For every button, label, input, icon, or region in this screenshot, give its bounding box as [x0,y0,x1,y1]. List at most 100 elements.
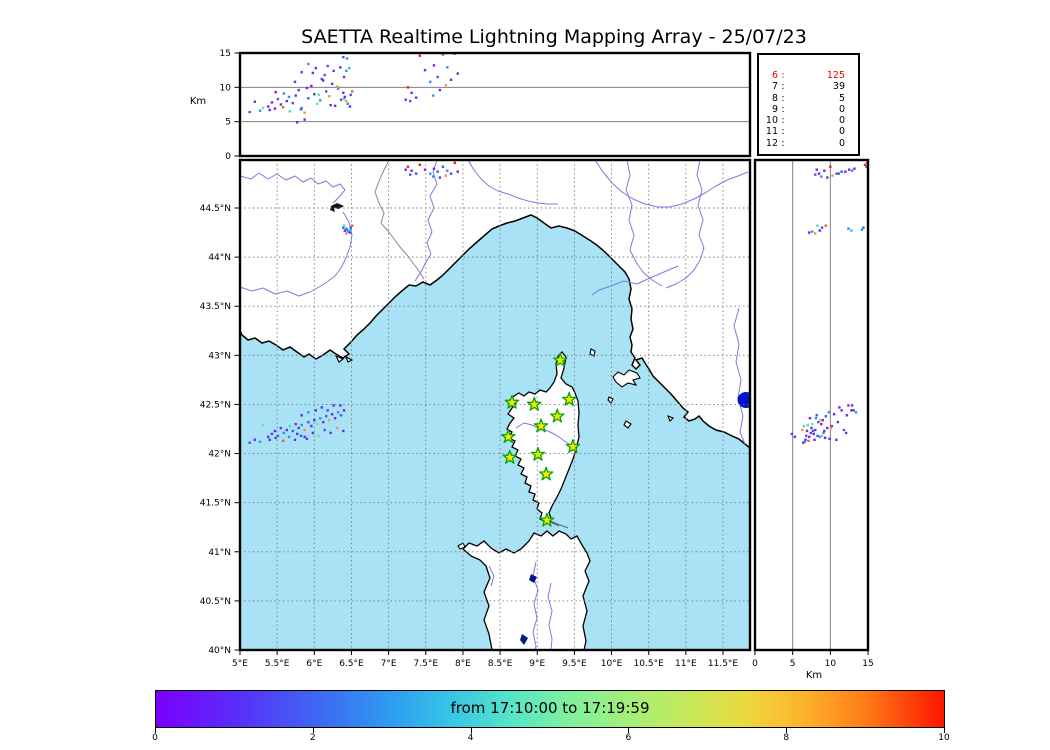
island-hyeres-1 [334,354,345,363]
lightning-point [829,426,833,430]
lightning-point [313,418,316,422]
map-lon-tick: 10°E [601,659,623,669]
lightning-point [258,109,262,112]
lightning-point [803,440,806,443]
altitude-bin: 10 [765,115,778,127]
lightning-point [346,230,349,233]
lightning-point [299,434,303,438]
map-lon-tick: 6°E [306,659,322,669]
map-lat-tick: 41.5°N [200,499,231,509]
map-lon-tick: 8°E [455,659,471,669]
lightning-point [836,420,840,424]
map-lon-tick: 9°E [529,659,545,669]
lightning-point [790,432,794,436]
lightning-point [814,173,817,176]
colorbar-tick-label: 10 [938,733,950,743]
map-lon-tick: 11.5°E [708,659,739,669]
island-giglio [623,420,632,429]
lightning-point [310,84,313,88]
lightning-point [850,169,854,172]
alt-lon-ytick: 15 [220,49,231,59]
lightning-point [805,434,808,438]
lightning-point [276,434,280,438]
map-lon-tick: 10.5°E [634,659,665,669]
lightning-point [348,229,351,232]
lightning-point [432,64,436,67]
alt-lat-panel-frame [753,158,870,652]
lake-serre-poncon [330,203,344,212]
lightning-point [818,435,821,439]
lightning-point [300,71,303,74]
lightning-point [820,175,823,178]
histogram-row: 6:125 [759,70,858,81]
colorbar-tick-mark [944,728,945,733]
lightning-point [345,69,348,73]
lightning-point [850,404,854,407]
lightning-point [307,97,310,100]
lightning-point [342,224,346,227]
station-star [526,396,542,411]
lightning-point [812,432,815,436]
map-lat-tick: 43°N [208,351,231,361]
lightning-point [793,435,797,439]
lightning-point [802,424,806,428]
lightning-point [830,424,834,428]
lightning-point [316,102,319,106]
lightning-point [261,106,265,110]
lightning-point [423,168,427,171]
lightning-point [327,418,331,422]
lightning-point [429,172,432,175]
lightning-point [268,108,271,112]
lightning-point [823,436,827,440]
lightning-point [438,176,442,179]
lightning-point [847,168,851,171]
map-lat-tick: 40°N [208,646,231,656]
lightning-point [805,429,809,433]
map-lat-tick: 42.5°N [200,400,231,410]
colorbar-tick-mark [786,728,788,733]
lightning-point [349,226,352,229]
small-islands [334,348,674,550]
lightning-point [343,229,346,232]
station-star [538,466,554,481]
lightning-point [814,428,817,432]
lightning-point [822,431,825,435]
lightning-point [809,431,812,435]
map-lat-tick: 41°N [208,548,231,558]
alt-lat-xtick: 0 [752,659,758,669]
lightning-point [444,174,448,177]
lightning-point [274,436,277,440]
lightning-point [348,231,352,234]
page-title: SAETTA Realtime Lightning Mapping Array … [301,26,807,48]
lightning-point [820,434,824,438]
alt-lon-scatter [248,52,459,124]
map-lon-tick: 5.5°E [265,659,290,669]
lightning-point [410,169,413,172]
lightning-point [816,224,819,227]
lightning-point [818,229,821,232]
histogram-rows: 6:125 7:39 8:5 9:0 10:0 11:0 12:0 [759,70,858,149]
lightning-point [303,435,306,439]
alt-lat-xtick: 15 [862,659,873,669]
lightning-point [342,75,346,79]
lightning-point [418,163,422,166]
lightning-point [438,88,442,92]
lake-sardinia-1 [529,574,537,583]
time-colorbar: from 17:10:00 to 17:19:59 [155,690,945,728]
lightning-point [842,428,846,432]
map-frame [238,158,752,652]
lightning-point [807,439,810,442]
lightning-point [267,105,270,108]
lightning-point [816,434,819,438]
lightning-point [815,414,818,417]
lightning-point [404,168,407,171]
lightning-point [303,428,306,432]
lightning-point [332,69,335,73]
colorbar-tick-label: 8 [783,733,790,743]
histogram-row: 12:0 [765,137,845,149]
lightning-point [273,429,277,433]
lightning-point [322,420,325,424]
lightning-point [404,98,407,101]
lightning-point [854,411,858,414]
lightning-point [291,101,294,105]
